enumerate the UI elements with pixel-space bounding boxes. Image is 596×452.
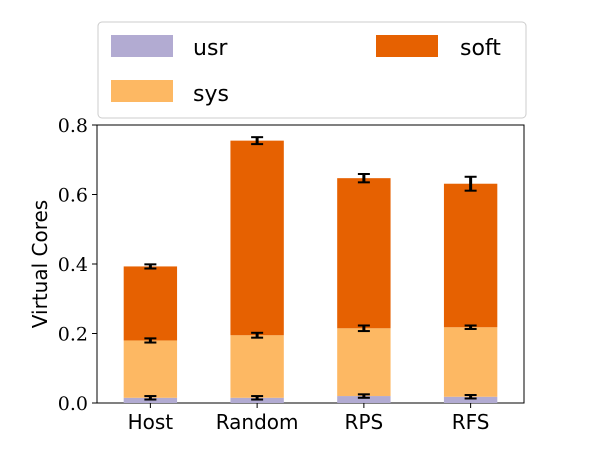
x-tick-label-rps: RPS bbox=[345, 410, 384, 434]
legend: usr sys soft bbox=[97, 21, 527, 119]
x-tick-label-host: Host bbox=[128, 410, 174, 434]
bar-usr-rps bbox=[337, 396, 391, 403]
y-axis-ticks: 0.0 0.2 0.4 0.6 0.8 bbox=[58, 115, 97, 415]
legend-swatch-sys bbox=[111, 80, 173, 102]
legend-label-sys: sys bbox=[193, 82, 229, 107]
error-bars bbox=[144, 136, 477, 401]
x-tick-label-random: Random bbox=[216, 410, 299, 434]
bar-soft-rps bbox=[337, 178, 391, 329]
y-tick-label: 0.6 bbox=[58, 185, 88, 207]
legend-swatch-soft bbox=[376, 35, 438, 57]
bar-usr-rfs bbox=[443, 396, 498, 403]
bars bbox=[123, 140, 498, 403]
x-axis-ticks: Host Random RPS RFS bbox=[128, 403, 490, 434]
bar-sys-host bbox=[123, 340, 178, 398]
y-axis-label: Virtual Cores bbox=[28, 200, 52, 328]
legend-swatch-usr bbox=[111, 35, 173, 57]
bar-sys-rfs bbox=[443, 327, 498, 397]
bar-soft-host bbox=[123, 266, 178, 341]
legend-label-soft: soft bbox=[460, 36, 501, 61]
bar-sys-random bbox=[230, 335, 284, 398]
bar-sys-rps bbox=[337, 328, 391, 397]
legend-label-usr: usr bbox=[193, 36, 228, 61]
bar-soft-random bbox=[230, 140, 284, 336]
bar-soft-rfs bbox=[443, 183, 498, 328]
y-tick-label: 0.8 bbox=[58, 115, 88, 137]
x-tick-label-rfs: RFS bbox=[452, 410, 490, 434]
y-tick-label: 0.2 bbox=[58, 324, 88, 346]
y-tick-label: 0.0 bbox=[58, 393, 88, 415]
y-tick-label: 0.4 bbox=[58, 254, 88, 276]
